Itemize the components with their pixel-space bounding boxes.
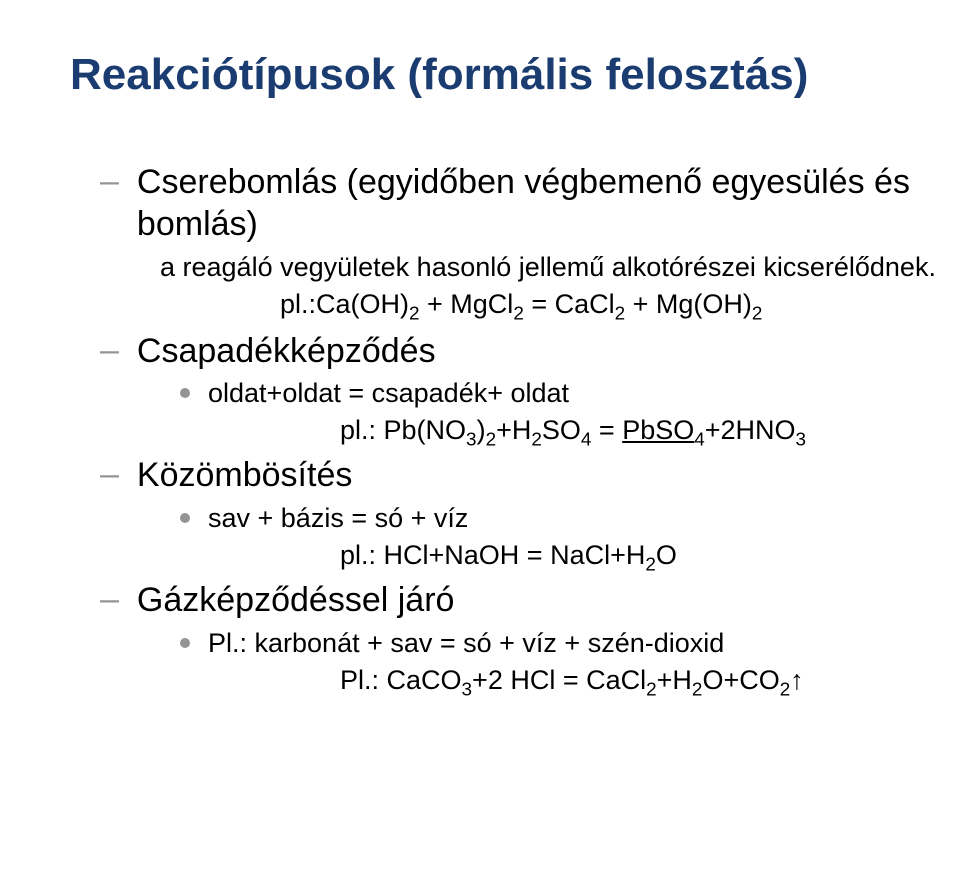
ex-text: = CaCl	[524, 289, 615, 319]
item-csapadek-sub: oldat+oldat = csapadék+ oldat	[180, 376, 940, 411]
item-kozombos-example: pl.: HCl+NaOH = NaCl+H2O	[340, 538, 940, 573]
ex-text: Pl.: CaCO	[340, 665, 462, 695]
ex-sub: 2	[513, 303, 524, 324]
item-gaz-sub-text: Pl.: karbonát + sav = só + víz + szén-di…	[208, 626, 724, 661]
item-kozombos-sub-text: sav + bázis = só + víz	[208, 501, 468, 536]
ex-sub: 4	[694, 430, 705, 451]
item-csapadek-sub-text: oldat+oldat = csapadék+ oldat	[208, 376, 569, 411]
item-gaz: – Gázképződéssel járó	[100, 579, 940, 622]
ex-sub: 2	[692, 679, 703, 700]
ex-text: pl.:Ca(OH)	[280, 289, 409, 319]
item-kozombos-label: Közömbösítés	[137, 454, 352, 497]
ex-sub: 2	[780, 679, 791, 700]
item-kozombos: – Közömbösítés	[100, 454, 940, 497]
item-csapadek-example: pl.: Pb(NO3)2+H2SO4 = PbSO4+2HNO3	[340, 413, 940, 448]
item-csapadek: – Csapadékképződés	[100, 330, 940, 373]
ex-sub: 3	[466, 430, 477, 451]
item-gaz-label: Gázképződéssel járó	[137, 579, 455, 622]
ex-text: pl.: HCl+NaOH = NaCl+H	[340, 540, 645, 570]
up-arrow-icon: ↑	[790, 665, 804, 695]
dash-icon: –	[100, 330, 119, 371]
dash-icon: –	[100, 579, 119, 620]
ex-sub: 2	[752, 303, 763, 324]
ex-sub: 4	[581, 430, 592, 451]
bullet-icon	[180, 638, 190, 648]
ex-text: +H	[496, 415, 531, 445]
item-kozombos-sub: sav + bázis = só + víz	[180, 501, 940, 536]
ex-sub: 2	[645, 554, 656, 575]
ex-text: + MgCl	[420, 289, 514, 319]
ex-text: O	[656, 540, 677, 570]
item-cserebomlas-example: pl.:Ca(OH)2 + MgCl2 = CaCl2 + Mg(OH)2	[280, 287, 940, 322]
slide: Reakciótípusok (formális felosztás) – Cs…	[0, 0, 960, 870]
item-csapadek-label: Csapadékképződés	[137, 330, 436, 373]
ex-sub: 3	[796, 430, 807, 451]
ex-text: + Mg(OH)	[625, 289, 752, 319]
item-cserebomlas-label: Cserebomlás (egyidőben végbemenő egyesül…	[137, 161, 940, 246]
ex-sub: 2	[531, 430, 542, 451]
ex-text: PbSO	[622, 415, 694, 445]
slide-title: Reakciótípusok (formális felosztás)	[70, 50, 940, 101]
ex-text: pl.: Pb(NO	[340, 415, 466, 445]
dash-icon: –	[100, 454, 119, 495]
ex-text: SO	[542, 415, 581, 445]
ex-text: +2 HCl = CaCl	[472, 665, 646, 695]
ex-sub: 2	[646, 679, 657, 700]
item-cserebomlas: – Cserebomlás (egyidőben végbemenő egyes…	[100, 161, 940, 246]
ex-text: =	[591, 415, 622, 445]
item-gaz-sub: Pl.: karbonát + sav = só + víz + szén-di…	[180, 626, 940, 661]
ex-sub: 3	[462, 679, 473, 700]
ex-sub: 2	[615, 303, 626, 324]
bullet-icon	[180, 513, 190, 523]
ex-sub: 2	[409, 303, 420, 324]
ex-text: +H	[657, 665, 692, 695]
ex-text: +2HNO	[705, 415, 796, 445]
ex-text: O+CO	[702, 665, 779, 695]
dash-icon: –	[100, 161, 119, 202]
ex-text: )	[477, 415, 486, 445]
item-cserebomlas-desc: a reagáló vegyületek hasonló jellemű alk…	[160, 250, 940, 285]
item-gaz-example: Pl.: CaCO3+2 HCl = CaCl2+H2O+CO2↑	[340, 663, 940, 698]
bullet-icon	[180, 388, 190, 398]
ex-underline: PbSO4	[622, 415, 705, 445]
ex-sub: 2	[486, 430, 497, 451]
